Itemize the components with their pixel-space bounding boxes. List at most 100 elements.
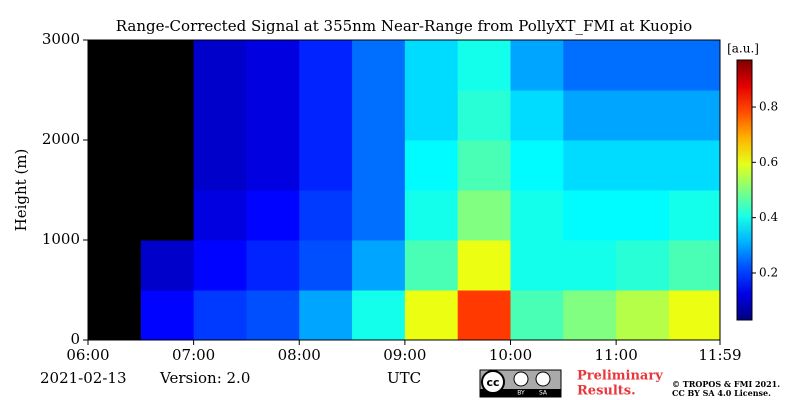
colorbar-tick-label: 0.8 xyxy=(759,100,778,114)
x-tick-label: 10:00 xyxy=(489,346,532,364)
y-axis-label: Height (m) xyxy=(12,149,30,232)
heat-cell xyxy=(563,290,617,341)
heat-cell xyxy=(88,190,142,241)
heat-cell xyxy=(404,290,459,341)
heat-cell xyxy=(88,40,142,91)
heat-cell xyxy=(563,190,617,241)
heat-cell xyxy=(457,240,512,291)
badge-by: BY xyxy=(517,390,525,397)
heat-cell xyxy=(457,90,512,141)
heat-cell xyxy=(140,190,195,241)
x-axis-label: UTC xyxy=(387,369,421,387)
badge-cc: cc xyxy=(486,376,499,389)
x-tick-label: 07:00 xyxy=(172,346,215,364)
heat-cell xyxy=(616,90,670,141)
colorbar-tick-label: 0.6 xyxy=(759,155,778,169)
heat-cell xyxy=(299,240,353,291)
heat-cell xyxy=(193,90,247,141)
heat-cell xyxy=(352,140,406,191)
heat-cell xyxy=(193,290,247,341)
heat-cell xyxy=(246,190,300,241)
version: Version: 2.0 xyxy=(159,369,250,387)
y-tick-label: 2000 xyxy=(42,130,80,148)
heat-cell xyxy=(246,290,300,341)
heat-cell xyxy=(563,90,617,141)
heat-cell xyxy=(299,40,353,91)
heat-cell xyxy=(510,40,564,91)
date: 2021-02-13 xyxy=(40,369,126,387)
x-tick-label: 11:00 xyxy=(595,346,638,364)
heat-cell xyxy=(510,140,564,191)
heat-cell xyxy=(510,190,564,241)
heat-cell xyxy=(352,290,406,341)
colorbar xyxy=(736,59,753,321)
y-tick-label: 1000 xyxy=(42,230,80,248)
heat-cell xyxy=(352,240,406,291)
colorbar-label: [a.u.] xyxy=(727,42,759,56)
heat-cell xyxy=(563,140,617,191)
heat-cell xyxy=(193,40,247,91)
heat-cell xyxy=(404,40,459,91)
heat-cell xyxy=(140,90,195,141)
heat-cell xyxy=(299,140,353,191)
heat-cell xyxy=(404,190,459,241)
heat-cell xyxy=(193,240,247,291)
x-tick-label: 11:59 xyxy=(698,346,741,364)
heat-cell xyxy=(246,90,300,141)
heat-cell xyxy=(140,140,195,191)
heat-cell xyxy=(193,140,247,191)
heat-cell xyxy=(616,140,670,191)
heat-cell xyxy=(668,90,721,141)
chart-title: Range-Corrected Signal at 355nm Near-Ran… xyxy=(116,17,692,35)
heat-cell xyxy=(563,40,617,91)
heat-cell xyxy=(457,190,512,241)
heat-cell xyxy=(299,190,353,241)
colorbar-tick-label: 0.4 xyxy=(759,210,778,224)
notice: Results. xyxy=(577,384,636,399)
heat-cell xyxy=(457,40,512,91)
heat-cell xyxy=(193,190,247,241)
heat-cell xyxy=(140,40,195,91)
license: © TROPOS & FMI 2021. xyxy=(672,379,780,389)
plot-frame xyxy=(87,39,721,341)
heat-cell xyxy=(668,190,721,241)
heat-cell xyxy=(352,90,406,141)
badge-strip xyxy=(480,389,561,397)
heat-cell xyxy=(668,140,721,191)
heat-cell xyxy=(616,40,670,91)
notice: Preliminary xyxy=(577,369,663,384)
heat-cell xyxy=(668,240,721,291)
heat-cell xyxy=(616,290,670,341)
heat-cell xyxy=(404,140,459,191)
badge-by-circle xyxy=(513,371,529,387)
badge-cc-circle xyxy=(481,370,505,394)
heat-cell xyxy=(88,290,142,341)
heat-cell xyxy=(88,240,142,291)
heat-cell xyxy=(140,240,195,291)
heat-cell xyxy=(668,290,721,341)
heat-cell xyxy=(563,240,617,291)
x-tick-label: 08:00 xyxy=(278,346,321,364)
license: CC BY SA 4.0 License. xyxy=(672,388,771,398)
heat-cell xyxy=(352,190,406,241)
heat-cell xyxy=(668,40,721,91)
x-tick-label: 06:00 xyxy=(66,346,109,364)
heat-cell xyxy=(246,140,300,191)
heat-cell xyxy=(616,190,670,241)
heat-cell xyxy=(510,90,564,141)
heat-cell xyxy=(457,290,512,341)
heat-cell xyxy=(88,140,142,191)
x-tick-label: 09:00 xyxy=(383,346,426,364)
heat-cell xyxy=(404,90,459,141)
heat-cell xyxy=(457,140,512,191)
y-tick-label: 3000 xyxy=(42,30,80,48)
colorbar-tick-label: 0.2 xyxy=(759,265,778,279)
badge-sa: SA xyxy=(539,390,548,397)
heat-cell xyxy=(88,90,142,141)
y-tick-label: 0 xyxy=(70,330,80,348)
heat-cell xyxy=(299,90,353,141)
heat-cell xyxy=(510,290,564,341)
badge-sa-circle xyxy=(535,371,551,387)
heat-cell xyxy=(140,290,195,341)
